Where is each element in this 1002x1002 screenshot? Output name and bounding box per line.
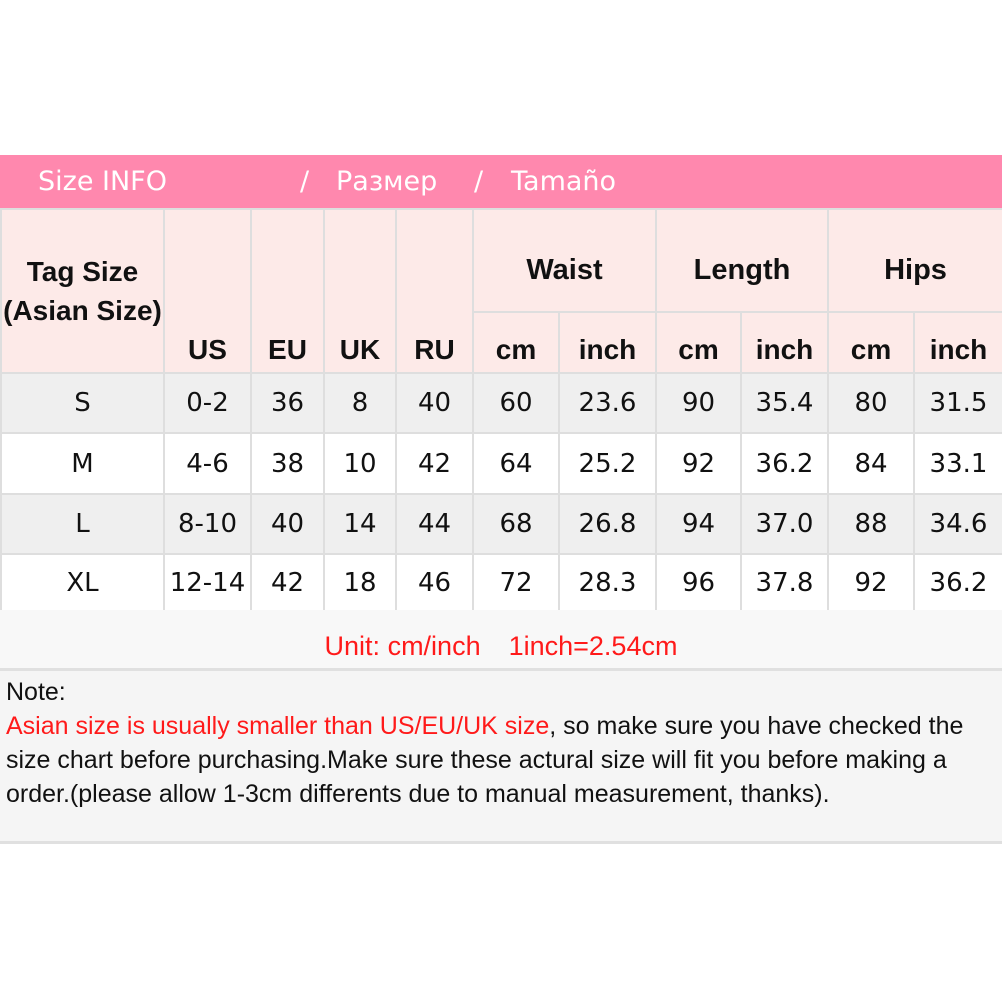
value-cell: 8-10 [163, 493, 252, 555]
value-cell: 12-14 [163, 553, 252, 612]
value-cell: 36 [250, 372, 325, 434]
unit-info: Unit: cm/inch 1inch=2.54cm [0, 610, 1002, 671]
value-cell: 28.3 [558, 553, 657, 612]
header-us: US [163, 208, 252, 374]
value-cell: 34.6 [913, 493, 1002, 555]
table-row: S 0-2 36 8 40 60 23.6 90 35.4 80 31.5 [0, 372, 1002, 434]
value-cell: 96 [655, 553, 742, 612]
unit-conversion: 1inch=2.54cm [508, 631, 678, 661]
value-cell: 94 [655, 493, 742, 555]
header-unit: inch [913, 311, 1002, 374]
value-cell: 14 [323, 493, 397, 555]
header-length: Length [655, 208, 829, 313]
value-cell: 4-6 [163, 432, 252, 495]
value-cell: 23.6 [558, 372, 657, 434]
unit-label: Unit: cm/inch [324, 631, 481, 661]
table-row: L 8-10 40 14 44 68 26.8 94 37.0 88 34.6 [0, 493, 1002, 555]
header-hips: Hips [827, 208, 1002, 313]
value-cell: 68 [472, 493, 560, 555]
value-cell: 36.2 [913, 553, 1002, 612]
value-cell: 26.8 [558, 493, 657, 555]
table-row: XL 12-14 42 18 46 72 28.3 96 37.8 92 36.2 [0, 553, 1002, 612]
table-row: M 4-6 38 10 42 64 25.2 92 36.2 84 33.1 [0, 432, 1002, 495]
header-ru: RU [395, 208, 474, 374]
note-section: Note: Asian size is usually smaller than… [0, 671, 1002, 844]
value-cell: 44 [395, 493, 474, 555]
note-body: , so make sure you have checked the size… [6, 712, 964, 808]
value-cell: 40 [395, 372, 474, 434]
value-cell: 38 [250, 432, 325, 495]
note-heading: Note: [6, 678, 66, 706]
value-cell: 37.0 [740, 493, 829, 555]
header-uk: UK [323, 208, 397, 374]
title-spanish: Tamaño [511, 166, 617, 197]
value-cell: 42 [250, 553, 325, 612]
size-cell: XL [0, 553, 165, 612]
header-unit: cm [655, 311, 742, 374]
value-cell: 60 [472, 372, 560, 434]
size-table: Tag Size (Asian Size) US EU UK RU Waist … [0, 208, 1002, 612]
value-cell: 10 [323, 432, 397, 495]
value-cell: 80 [827, 372, 915, 434]
title-english: Size INFO [38, 166, 167, 197]
value-cell: 92 [827, 553, 915, 612]
header-waist: Waist [472, 208, 657, 313]
size-cell: L [0, 493, 165, 555]
header-unit: cm [827, 311, 915, 374]
title-russian: Размер [336, 166, 438, 197]
value-cell: 37.8 [740, 553, 829, 612]
value-cell: 64 [472, 432, 560, 495]
value-cell: 88 [827, 493, 915, 555]
note-highlight: Asian size is usually smaller than US/EU… [6, 712, 550, 740]
size-cell: S [0, 372, 165, 434]
value-cell: 40 [250, 493, 325, 555]
value-cell: 92 [655, 432, 742, 495]
header-unit: cm [472, 311, 560, 374]
header-unit: inch [740, 311, 829, 374]
value-cell: 25.2 [558, 432, 657, 495]
value-cell: 36.2 [740, 432, 829, 495]
header-tag-size: Tag Size (Asian Size) [0, 208, 165, 374]
header-eu: EU [250, 208, 325, 374]
value-cell: 35.4 [740, 372, 829, 434]
value-cell: 42 [395, 432, 474, 495]
title-separator: / [300, 166, 310, 197]
value-cell: 31.5 [913, 372, 1002, 434]
value-cell: 18 [323, 553, 397, 612]
value-cell: 33.1 [913, 432, 1002, 495]
value-cell: 84 [827, 432, 915, 495]
value-cell: 0-2 [163, 372, 252, 434]
header-unit: inch [558, 311, 657, 374]
value-cell: 46 [395, 553, 474, 612]
value-cell: 90 [655, 372, 742, 434]
title-separator: / [474, 166, 484, 197]
size-cell: M [0, 432, 165, 495]
value-cell: 72 [472, 553, 560, 612]
value-cell: 8 [323, 372, 397, 434]
title-bar: Size INFO / Размер / Tamaño [0, 155, 1002, 208]
note-text: Asian size is usually smaller than US/EU… [6, 709, 996, 811]
